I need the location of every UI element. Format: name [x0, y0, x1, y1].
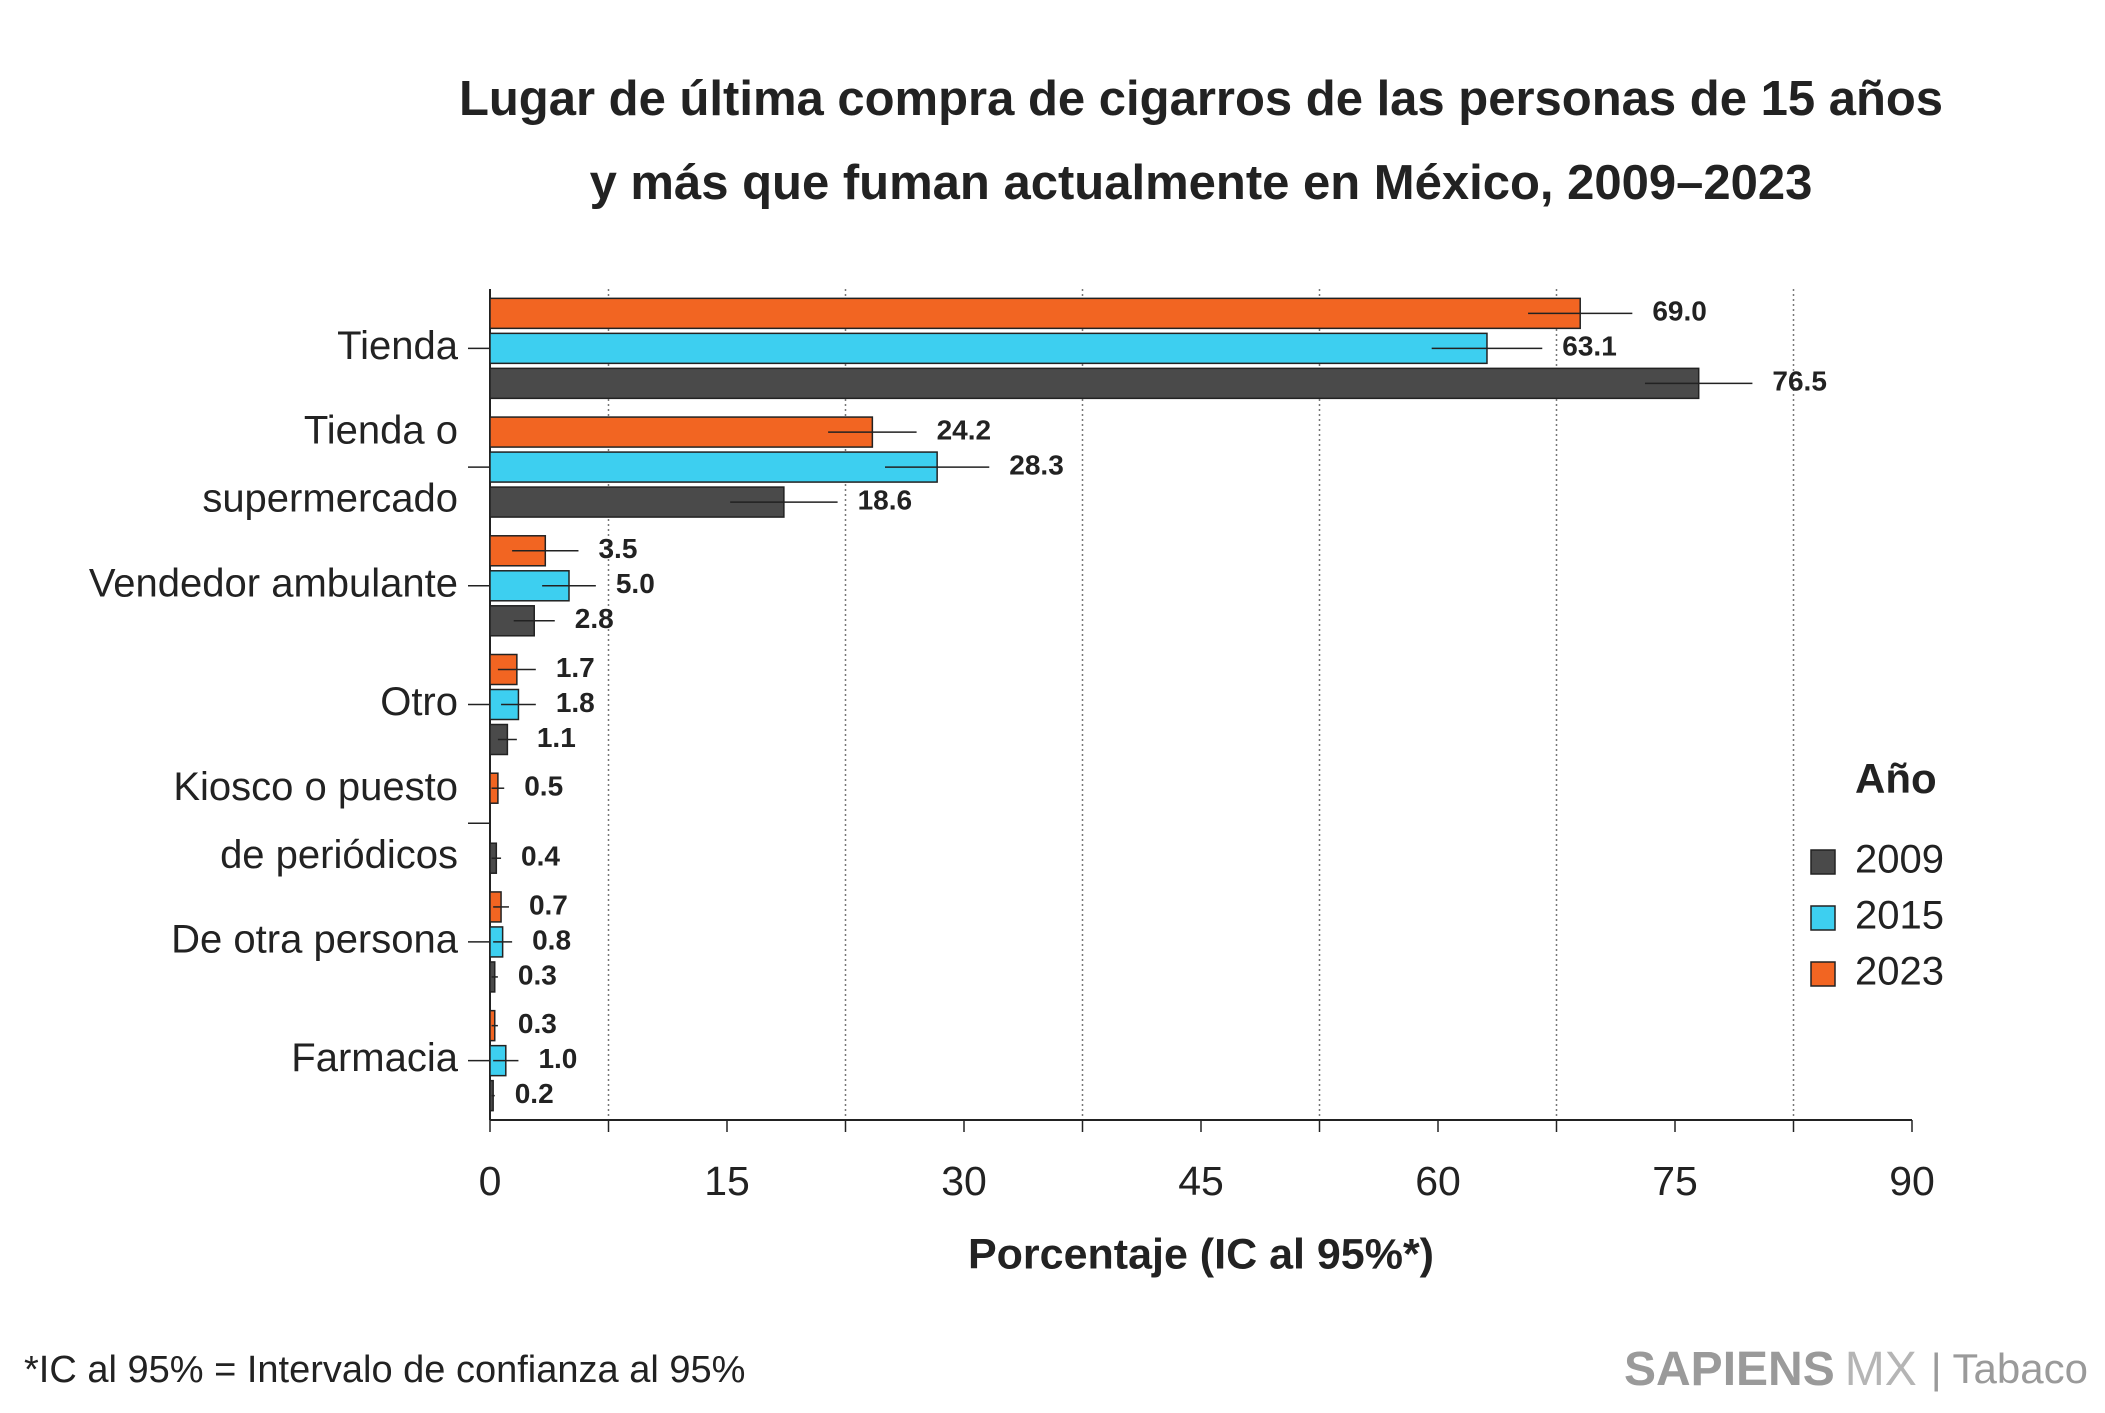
- y-tick-label: de periódicos: [220, 833, 458, 877]
- x-axis-title: Porcentaje (IC al 95%*): [968, 1230, 1434, 1278]
- bar: [489, 332, 1488, 365]
- value-label: 0.7: [529, 889, 568, 920]
- legend-label: 2009: [1855, 838, 1944, 882]
- chart-title: Lugar de última compra de cigarros de la…: [459, 72, 1943, 126]
- value-label: 1.1: [537, 722, 576, 753]
- brand-name: SAPIENS: [1624, 1343, 1835, 1396]
- value-label: 0.8: [532, 924, 571, 955]
- y-tick-label: Kiosco o puesto: [173, 765, 458, 809]
- legend-swatch: [1810, 961, 1836, 987]
- legend-label: 2023: [1855, 950, 1944, 994]
- bar: [489, 367, 1700, 400]
- value-label: 1.8: [556, 687, 595, 718]
- value-label: 63.1: [1562, 331, 1617, 362]
- chart-title: y más que fuman actualmente en México, 2…: [590, 156, 1813, 210]
- value-label: 5.0: [616, 568, 655, 599]
- brand-section: | Tabaco: [1931, 1345, 2088, 1392]
- x-tick-label: 90: [1889, 1158, 1935, 1204]
- y-tick-label: Tienda o: [304, 409, 458, 453]
- legend-label: 2015: [1855, 894, 1944, 938]
- legend-swatch: [1810, 849, 1836, 875]
- y-tick-label: Otro: [380, 680, 458, 724]
- x-tick-label: 0: [479, 1158, 502, 1204]
- value-label: 2.8: [575, 603, 614, 634]
- value-label: 1.0: [538, 1043, 577, 1074]
- value-label: 0.2: [515, 1078, 554, 1109]
- value-label: 69.0: [1652, 296, 1707, 327]
- brand: SAPIENS MX | Tabaco: [1624, 1343, 2088, 1396]
- value-label: 0.3: [518, 959, 557, 990]
- y-tick-label: Vendedor ambulante: [89, 561, 458, 605]
- y-tick-label: supermercado: [202, 477, 458, 521]
- bar: [489, 451, 938, 483]
- y-tick-label: Farmacia: [291, 1036, 458, 1080]
- value-label: 28.3: [1009, 449, 1064, 480]
- bar: [489, 416, 874, 448]
- y-tick-label: Tienda: [337, 324, 459, 368]
- x-tick-label: 45: [1178, 1158, 1224, 1204]
- brand-mx: MX: [1845, 1343, 1917, 1396]
- x-tick-label: 60: [1415, 1158, 1461, 1204]
- value-label: 0.3: [518, 1008, 557, 1039]
- value-label: 76.5: [1772, 366, 1827, 397]
- legend-title: Año: [1855, 755, 1937, 802]
- value-label: 24.2: [937, 414, 992, 445]
- x-tick-label: 15: [704, 1158, 750, 1204]
- footnote: *IC al 95% = Intervalo de confianza al 9…: [24, 1349, 745, 1391]
- value-label: 0.4: [521, 841, 560, 872]
- legend-swatch: [1810, 905, 1836, 931]
- x-tick-label: 30: [941, 1158, 987, 1204]
- y-tick-label: De otra persona: [171, 917, 459, 961]
- value-label: 3.5: [598, 533, 637, 564]
- x-tick-label: 75: [1652, 1158, 1698, 1204]
- value-label: 0.5: [524, 771, 563, 802]
- value-label: 1.7: [556, 652, 595, 683]
- value-label: 18.6: [858, 484, 913, 515]
- bar: [489, 297, 1581, 330]
